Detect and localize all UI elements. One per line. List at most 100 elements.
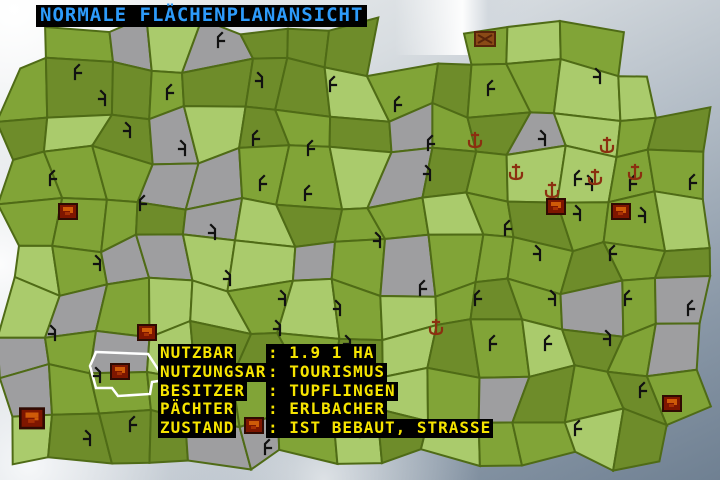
map-parcel[interactable]: [555, 144, 618, 204]
antenna-icon[interactable]: [592, 67, 602, 85]
building-icon[interactable]: [546, 198, 566, 215]
antenna-icon[interactable]: [532, 244, 542, 262]
antenna-icon[interactable]: [92, 254, 102, 272]
antenna-icon[interactable]: [47, 324, 57, 342]
antenna-icon[interactable]: [418, 279, 428, 297]
antenna-icon[interactable]: [638, 381, 648, 399]
info-label: BESITZER: [158, 380, 248, 401]
antenna-icon[interactable]: [73, 63, 83, 81]
anchor-icon[interactable]: [467, 131, 483, 149]
antenna-icon[interactable]: [82, 429, 92, 447]
info-row-nutzbar: NUTZBAR : 1.9 1 HA: [158, 344, 377, 363]
antenna-icon[interactable]: [277, 289, 287, 307]
antenna-icon[interactable]: [165, 83, 175, 101]
antenna-icon[interactable]: [503, 219, 513, 237]
building-icon[interactable]: [58, 203, 78, 220]
building-icon[interactable]: [137, 324, 157, 341]
antenna-icon[interactable]: [92, 366, 102, 384]
view-title: NORMALE FLÄCHENPLANANSICHT: [36, 5, 368, 27]
map-parcel[interactable]: [653, 274, 712, 325]
antenna-icon[interactable]: [426, 134, 436, 152]
antenna-icon[interactable]: [263, 438, 273, 456]
antenna-icon[interactable]: [258, 174, 268, 192]
antenna-icon[interactable]: [628, 174, 638, 192]
antenna-icon[interactable]: [686, 299, 696, 317]
antenna-icon[interactable]: [128, 415, 138, 433]
antenna-icon[interactable]: [177, 139, 187, 157]
crate-icon[interactable]: [474, 31, 496, 47]
info-row-nutzungsart: NUTZUNGSART : TOURISMUS: [158, 362, 387, 382]
antenna-icon[interactable]: [637, 206, 647, 224]
map-parcel[interactable]: [653, 190, 711, 253]
antenna-icon[interactable]: [573, 169, 583, 187]
antenna-icon[interactable]: [623, 289, 633, 307]
antenna-icon[interactable]: [207, 223, 217, 241]
antenna-icon[interactable]: [543, 334, 553, 352]
map-parcel[interactable]: [426, 366, 481, 424]
building-icon[interactable]: [244, 417, 264, 434]
anchor-icon[interactable]: [587, 168, 603, 186]
antenna-icon[interactable]: [393, 95, 403, 113]
map-parcel[interactable]: [469, 318, 531, 379]
antenna-icon[interactable]: [254, 71, 264, 89]
antenna-icon[interactable]: [486, 79, 496, 97]
antenna-icon[interactable]: [303, 184, 313, 202]
antenna-icon[interactable]: [602, 329, 612, 347]
antenna-icon[interactable]: [306, 139, 316, 157]
antenna-icon[interactable]: [547, 289, 557, 307]
info-label: PÄCHTER: [158, 399, 237, 420]
info-value: : 1.9 1 HA: [266, 343, 377, 363]
building-icon[interactable]: [662, 395, 682, 412]
antenna-icon[interactable]: [488, 334, 498, 352]
map-parcel[interactable]: [291, 240, 337, 282]
anchor-icon[interactable]: [428, 318, 444, 336]
map-parcel[interactable]: [611, 407, 668, 472]
info-label: NUTZUNGSART: [158, 361, 279, 382]
info-row-zustand: ZUSTAND : IST BEBAUT, STRASSE: [158, 419, 494, 439]
antenna-icon[interactable]: [328, 75, 338, 93]
info-label: NUTZBAR: [158, 343, 237, 363]
antenna-icon[interactable]: [216, 31, 226, 49]
anchor-icon[interactable]: [544, 181, 560, 199]
antenna-icon[interactable]: [48, 169, 58, 187]
antenna-icon[interactable]: [222, 269, 232, 287]
antenna-icon[interactable]: [688, 173, 698, 191]
antenna-icon[interactable]: [138, 194, 148, 212]
antenna-icon[interactable]: [332, 299, 342, 317]
map-parcel[interactable]: [0, 56, 49, 123]
map-parcel[interactable]: [617, 75, 658, 123]
antenna-icon[interactable]: [572, 204, 582, 222]
map-parcel[interactable]: [645, 322, 701, 378]
map-parcel[interactable]: [646, 106, 712, 153]
info-row-besitzer: BESITZER : TUPFLINGEN: [158, 381, 398, 401]
antenna-icon[interactable]: [372, 231, 382, 249]
antenna-icon[interactable]: [251, 129, 261, 147]
antenna-icon[interactable]: [473, 289, 483, 307]
antenna-icon[interactable]: [122, 121, 132, 139]
map-parcel[interactable]: [44, 56, 115, 119]
map-parcel[interactable]: [110, 60, 153, 121]
antenna-icon[interactable]: [537, 129, 547, 147]
map-parcel[interactable]: [44, 25, 115, 63]
parcel-info-panel: NUTZBAR : 1.9 1 HA NUTZUNGSART : TOURISM…: [158, 344, 494, 439]
building-icon[interactable]: [611, 203, 631, 220]
antenna-icon[interactable]: [573, 419, 583, 437]
map-parcel[interactable]: [379, 233, 437, 298]
antenna-icon[interactable]: [97, 89, 107, 107]
map-parcel[interactable]: [511, 421, 577, 467]
info-value: : IST BEBAUT, STRASSE: [266, 418, 494, 439]
info-row-paechter: PÄCHTER : ERLBACHER: [158, 400, 387, 420]
antenna-icon[interactable]: [272, 319, 282, 337]
info-value: : ERLBACHER: [266, 399, 387, 420]
info-value: : TUPFLINGEN: [266, 380, 398, 401]
anchor-icon[interactable]: [627, 163, 643, 181]
anchor-icon[interactable]: [508, 163, 524, 181]
building-icon[interactable]: [19, 407, 45, 430]
antenna-icon[interactable]: [608, 244, 618, 262]
info-value: : TOURISMUS: [266, 361, 387, 382]
map-parcel[interactable]: [505, 19, 562, 65]
antenna-icon[interactable]: [422, 164, 432, 182]
building-icon[interactable]: [110, 363, 130, 380]
anchor-icon[interactable]: [599, 136, 615, 154]
